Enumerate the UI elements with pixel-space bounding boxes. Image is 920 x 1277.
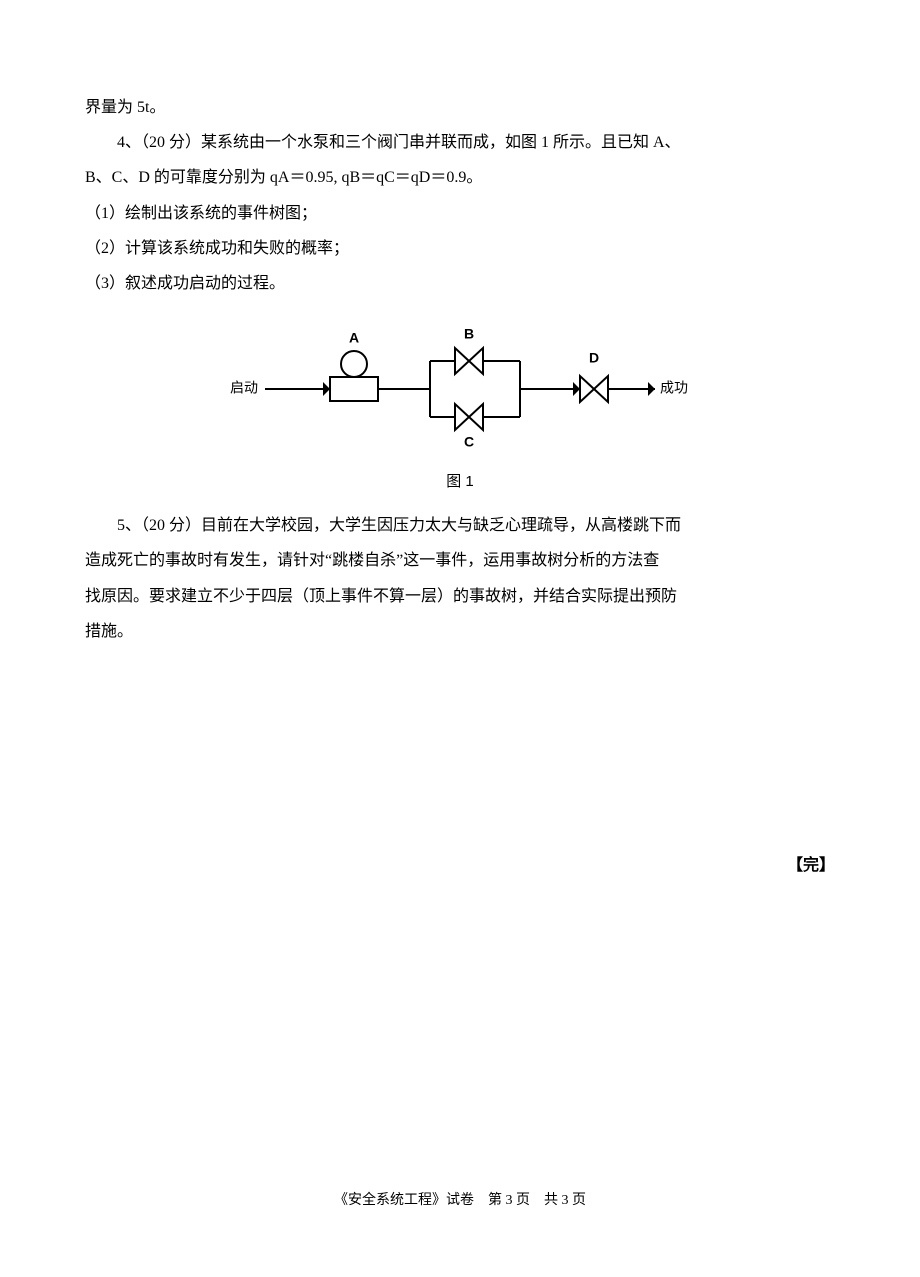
figure-1-svg: 启动 A B C D 成功 <box>210 309 710 459</box>
figure-1-caption: 图 1 <box>85 465 835 498</box>
q4-sub2: （2）计算该系统成功和失败的概率； <box>85 231 835 266</box>
q5-l1: 5、（20 分）目前在大学校园，大学生因压力太大与缺乏心理疏导，从高楼跳下而 <box>85 508 835 543</box>
q5-l2: 造成死亡的事故时有发生，请针对“跳楼自杀”这一事件，运用事故树分析的方法查 <box>85 543 835 578</box>
svg-text:启动: 启动 <box>230 380 258 396</box>
figure-1: 启动 A B C D 成功 <box>85 309 835 459</box>
svg-text:A: A <box>349 330 359 346</box>
q4-sub1: （1）绘制出该系统的事件树图； <box>85 196 835 231</box>
page-footer: 《安全系统工程》试卷 第 3 页 共 3 页 <box>0 1186 920 1217</box>
svg-text:C: C <box>464 434 474 450</box>
svg-text:B: B <box>464 326 474 342</box>
q4-intro: 4、（20 分）某系统由一个水泵和三个阀门串并联而成，如图 1 所示。且已知 A… <box>85 125 835 160</box>
q5-l3: 找原因。要求建立不少于四层（顶上事件不算一层）的事故树，并结合实际提出预防 <box>85 579 835 614</box>
svg-text:D: D <box>589 350 599 366</box>
end-mark: 【完】 <box>787 848 835 883</box>
svg-text:成功: 成功 <box>660 380 688 396</box>
q4-sub3: （3）叙述成功启动的过程。 <box>85 266 835 301</box>
q5-l4: 措施。 <box>85 614 835 649</box>
prev-tail: 界量为 5t。 <box>85 90 835 125</box>
q4-line2: B、C、D 的可靠度分别为 qA＝0.95, qB＝qC＝qD＝0.9。 <box>85 160 835 195</box>
